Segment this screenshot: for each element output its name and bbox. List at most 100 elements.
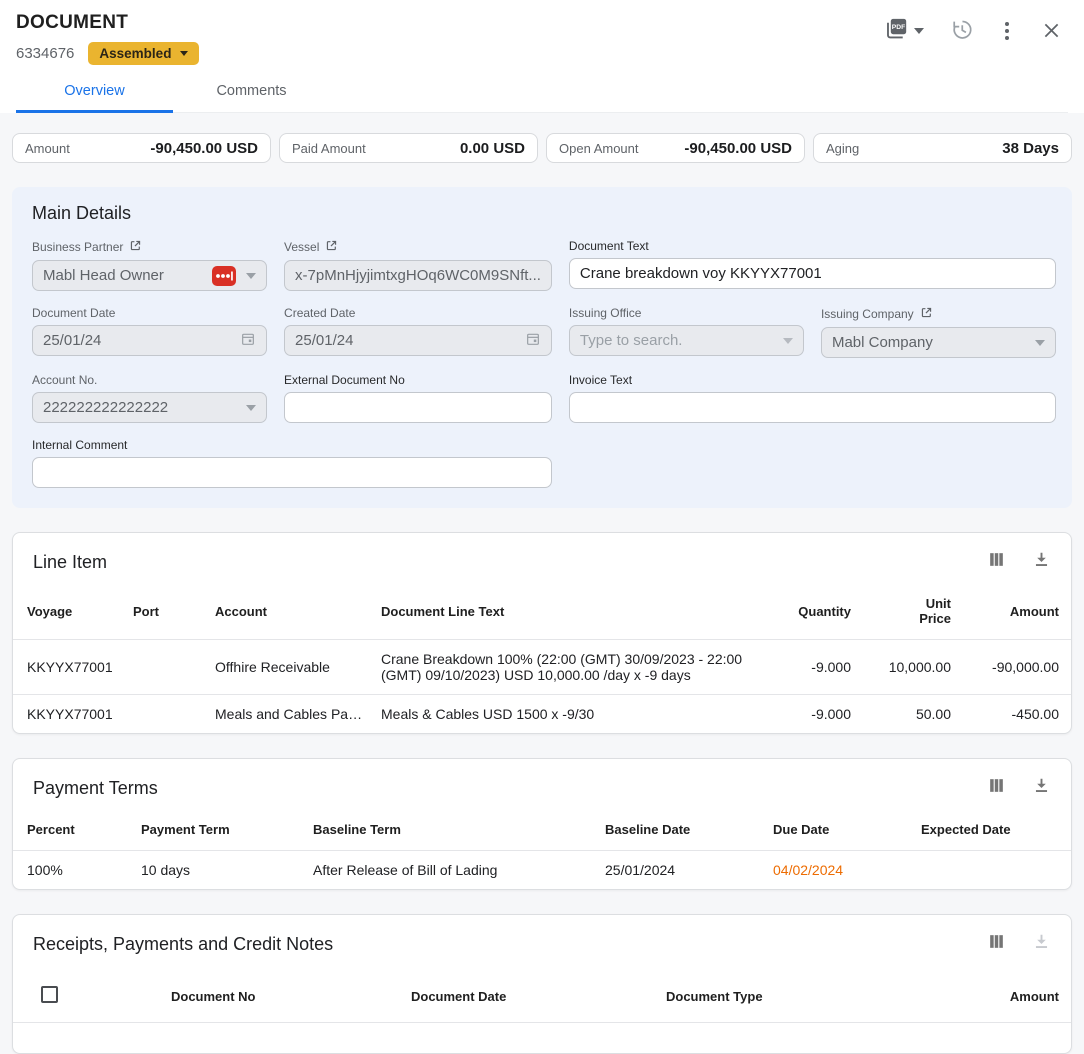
export-pdf-button[interactable]: PDF [883,16,924,45]
section-title: Receipts, Payments and Credit Notes [33,934,333,955]
summary-card-amount: Amount -90,450.00 USD [12,133,271,163]
section-title: Line Item [33,552,107,573]
issuing-company-select: Mabl Company [821,327,1056,358]
invoice-text-input[interactable] [569,392,1056,423]
chevron-down-icon [914,28,924,34]
field-label: Created Date [284,306,355,320]
tab-bar: Overview Comments [16,73,1068,113]
external-link-icon[interactable] [920,306,933,322]
account-no-select: 222222222222222 [32,392,267,423]
field-label: Internal Comment [32,438,127,452]
cell-payment-term: 10 days [133,851,305,890]
column-header: Quantity [767,580,859,640]
document-date-field: 25/01/24 [32,325,267,356]
download-icon-disabled [1032,932,1051,956]
summary-label: Aging [826,141,859,156]
vessel-field: x-7pMnHjyjimtxgHOq6WC0M9SNft... [284,260,552,291]
field-account-no: Account No. 222222222222222 [32,373,267,423]
column-header: Payment Term [133,806,305,851]
download-icon[interactable] [1032,776,1051,800]
summary-value: 38 Days [1002,140,1059,157]
table-row[interactable]: 100% 10 days After Release of Bill of La… [13,851,1071,890]
columns-icon[interactable] [987,550,1006,574]
kebab-menu-icon[interactable] [999,20,1015,42]
document-number: 6334676 [16,45,74,62]
table-header-row: Percent Payment Term Baseline Term Basel… [13,806,1071,851]
summary-value: -90,450.00 USD [150,140,258,157]
cell-port [125,640,207,695]
table-row[interactable]: KKYYX77001 Meals and Cables Pay... Meals… [13,695,1071,734]
cell-baseline-date: 25/01/2024 [597,851,765,890]
column-header: Port [125,580,207,640]
field-label: Document Date [32,306,115,320]
field-issuing-company: Issuing Company Mabl Company [821,306,1056,358]
field-label: External Document No [284,373,405,387]
payment-terms-section: Payment Terms Percent Payment Term Basel [12,758,1072,890]
field-label: Invoice Text [569,373,632,387]
select-caret-icon [246,273,256,279]
select-all-cell [13,962,163,1023]
column-header: Baseline Term [305,806,597,851]
columns-icon[interactable] [987,932,1006,956]
summary-value: 0.00 USD [460,140,525,157]
internal-comment-input[interactable] [32,457,552,488]
history-button[interactable] [950,18,973,44]
created-date-field: 25/01/24 [284,325,552,356]
cell-expected-date [913,851,1071,890]
cell-quantity: -9.000 [767,695,859,734]
field-external-document-no: External Document No [284,373,552,423]
column-header: Document No [163,962,403,1023]
cell-unit-price: 10,000.00 [859,640,959,695]
lastpass-icon[interactable] [212,266,236,286]
cell-quantity: -9.000 [767,640,859,695]
cell-voyage: KKYYX77001 [13,695,125,734]
calendar-icon [525,331,541,351]
close-button[interactable] [1041,20,1062,41]
external-document-no-input[interactable] [284,392,552,423]
field-label: Issuing Office [569,306,641,320]
cell-percent: 100% [13,851,133,890]
select-all-checkbox[interactable] [41,986,58,1003]
summary-label: Paid Amount [292,141,366,156]
column-header: Due Date [765,806,913,851]
receipts-section: Receipts, Payments and Credit Notes [12,914,1072,1054]
document-content: Amount -90,450.00 USD Paid Amount 0.00 U… [0,113,1084,1054]
cell-voyage: KKYYX77001 [13,640,125,695]
select-caret-icon [783,338,793,344]
column-header: Account [207,580,373,640]
external-link-icon[interactable] [129,239,142,255]
table-header-row: Document No Document Date Document Type … [13,962,1071,1023]
cell-account: Offhire Receivable [207,640,373,695]
tab-overview[interactable]: Overview [16,73,173,113]
column-header: Voyage [13,580,125,640]
select-caret-icon [1035,340,1045,346]
payment-terms-table: Percent Payment Term Baseline Term Basel… [13,806,1071,889]
external-link-icon[interactable] [325,239,338,255]
summary-card-open-amount: Open Amount -90,450.00 USD [546,133,805,163]
pdf-export-icon: PDF [883,16,909,45]
receipts-table: Document No Document Date Document Type … [13,962,1071,1033]
line-item-section: Line Item Voyage Port Account [12,532,1072,734]
close-icon [1041,20,1062,41]
column-header: Document Type [658,962,951,1023]
issuing-office-select: Type to search. [569,325,804,356]
cell-due-date: 04/02/2024 [765,851,913,890]
table-row[interactable]: KKYYX77001 Offhire Receivable Crane Brea… [13,640,1071,695]
column-header: Percent [13,806,133,851]
tab-comments[interactable]: Comments [173,73,330,113]
status-badge[interactable]: Assembled [88,42,199,65]
summary-cards: Amount -90,450.00 USD Paid Amount 0.00 U… [12,133,1072,163]
column-header: Unit Price [859,580,959,640]
status-badge-label: Assembled [99,46,171,61]
download-icon[interactable] [1032,550,1051,574]
cell-account: Meals and Cables Pay... [207,695,373,734]
cell-port [125,695,207,734]
document-text-input[interactable] [569,258,1056,289]
columns-icon[interactable] [987,776,1006,800]
field-document-date: Document Date 25/01/24 [32,306,267,358]
column-header: Expected Date [913,806,1071,851]
column-header: Document Line Text [373,580,767,640]
history-icon [950,18,973,44]
field-label: Business Partner [32,240,123,254]
cell-amount: -90,000.00 [959,640,1071,695]
